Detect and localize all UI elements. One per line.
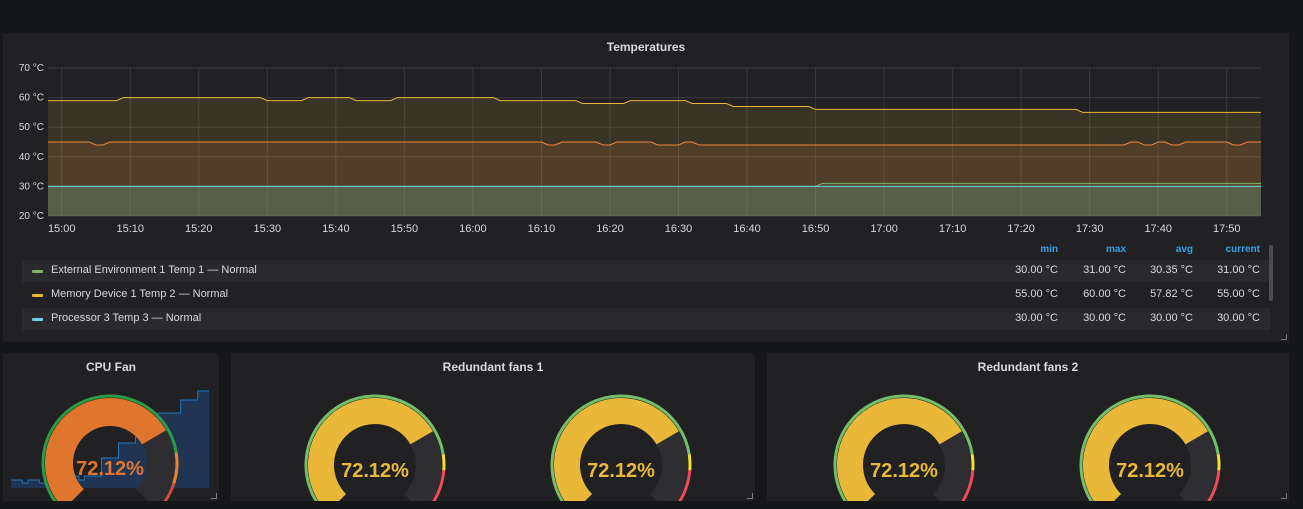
series-line <box>48 141 1261 146</box>
redundant-fans-1-panel: Redundant fans 1 72.12% 72.12% <box>231 353 755 501</box>
gauge-value-label: 72.12% <box>76 458 144 480</box>
panel-title[interactable]: Redundant fans 1 <box>442 360 544 374</box>
redundant-fans-2-panel: Redundant fans 2 72.12% 72.12% <box>767 353 1289 501</box>
panel-title[interactable]: Redundant fans 2 <box>977 360 1079 374</box>
legend-series-name[interactable]: External Environment 1 Temp 1 — Normal <box>51 264 257 276</box>
gauge-threshold-arc <box>833 394 974 501</box>
y-tick-label: 20 °C <box>19 211 44 222</box>
legend-row[interactable]: Memory Device 1 Temp 2 — Normal 55.00 °C… <box>22 284 1270 306</box>
x-tick-label: 17:10 <box>939 223 967 235</box>
gauge-threshold-arc <box>41 394 178 501</box>
x-tick-label: 17:50 <box>1213 223 1241 235</box>
gauge-threshold-arc <box>678 470 692 501</box>
x-tick-label: 16:00 <box>459 223 487 235</box>
cpu-fan-gauge: 72.12% <box>11 390 209 501</box>
legend-min-value: 30.00 °C <box>1015 264 1058 276</box>
sparkline-line <box>11 390 209 484</box>
x-tick-label: 15:10 <box>116 223 144 235</box>
resize-handle-icon[interactable] <box>211 493 217 499</box>
y-tick-label: 50 °C <box>19 122 44 133</box>
legend-avg-value: 30.00 °C <box>1150 312 1193 324</box>
gauge-threshold-arc <box>970 453 975 471</box>
legend-avg-value: 30.35 °C <box>1150 264 1193 276</box>
gauge-threshold-arc <box>441 453 446 471</box>
gauge-threshold-arc <box>432 470 446 501</box>
cpu-fan-panel: CPU Fan 72.12% <box>3 353 219 501</box>
resize-handle-icon[interactable] <box>747 493 753 499</box>
x-tick-label: 17:20 <box>1007 223 1035 235</box>
gauge-value-arc <box>836 397 962 501</box>
gauge-value-label: 72.12% <box>1116 460 1184 482</box>
y-tick-label: 40 °C <box>19 152 44 163</box>
x-tick-label: 16:30 <box>665 223 693 235</box>
legend-avg-value: 57.82 °C <box>1150 288 1193 300</box>
legend-row[interactable]: Processor 3 Temp 3 — Normal 30.00 °C 30.… <box>22 308 1270 330</box>
legend-min-value: 55.00 °C <box>1015 288 1058 300</box>
series-area <box>48 186 1261 216</box>
legend-scrollbar[interactable] <box>1269 245 1273 301</box>
series-color-swatch[interactable] <box>32 270 43 273</box>
gauge-threshold-arc <box>1079 394 1220 501</box>
redundant-fans-2-gauges: 72.12% 72.12% <box>833 394 1221 501</box>
legend-header-current[interactable]: current <box>1225 244 1260 255</box>
legend-series-name[interactable]: Processor 3 Temp 3 — Normal <box>51 312 202 324</box>
x-tick-label: 15:20 <box>185 223 213 235</box>
legend-series-name[interactable]: Memory Device 1 Temp 2 — Normal <box>51 288 229 300</box>
gauge-value-label: 72.12% <box>587 460 655 482</box>
gauge-threshold-arc <box>961 470 975 501</box>
x-tick-label: 15:00 <box>48 223 76 235</box>
y-tick-label: 60 °C <box>19 93 44 104</box>
gauge-value-arc <box>307 397 433 501</box>
legend-current-value: 31.00 °C <box>1217 264 1260 276</box>
x-tick-label: 16:50 <box>802 223 830 235</box>
series-area <box>48 142 1261 216</box>
resize-handle-icon[interactable] <box>1281 493 1287 499</box>
y-tick-label: 70 °C <box>19 63 44 74</box>
gauge-threshold-arc <box>163 483 176 501</box>
legend-min-value: 30.00 °C <box>1015 312 1058 324</box>
x-tick-label: 17:30 <box>1076 223 1104 235</box>
temperatures-chart: 70 °C 60 °C 50 °C 40 °C 30 °C 20 °C 15:00 15:10… <box>19 63 1261 235</box>
gauge-value-arc <box>44 397 167 501</box>
redundant-fans-1-gauges: 72.12% 72.12% <box>304 394 692 501</box>
gauge-threshold-arc <box>1216 453 1221 471</box>
series-color-swatch[interactable] <box>32 318 43 321</box>
x-tick-label: 15:30 <box>254 223 282 235</box>
x-tick-label: 17:40 <box>1144 223 1172 235</box>
series-color-swatch[interactable] <box>32 294 43 297</box>
legend-current-value: 55.00 °C <box>1217 288 1260 300</box>
legend-max-value: 30.00 °C <box>1083 312 1126 324</box>
panel-title[interactable]: CPU Fan <box>85 360 136 374</box>
gauge-threshold-arc <box>172 452 179 485</box>
gauge-value-label: 72.12% <box>341 460 409 482</box>
legend-header-min[interactable]: min <box>1040 244 1058 255</box>
gauge-threshold-arc <box>304 394 445 501</box>
x-tick-label: 15:50 <box>391 223 419 235</box>
x-tick-label: 16:40 <box>733 223 761 235</box>
legend-header-avg[interactable]: avg <box>1175 244 1193 255</box>
gauge-threshold-arc <box>1207 470 1221 501</box>
legend-header-max[interactable]: max <box>1105 244 1126 255</box>
x-tick-label: 16:10 <box>528 223 556 235</box>
gauge-value-label: 72.12% <box>870 460 938 482</box>
legend-max-value: 31.00 °C <box>1083 264 1126 276</box>
series-area <box>48 183 1261 216</box>
y-tick-label: 30 °C <box>19 181 44 192</box>
temperatures-panel: Temperatures <box>3 33 1289 342</box>
x-tick-label: 15:40 <box>322 223 350 235</box>
legend-current-value: 30.00 °C <box>1217 312 1260 324</box>
gauge-value-arc <box>1082 397 1208 501</box>
legend-row[interactable]: External Environment 1 Temp 1 — Normal 3… <box>22 260 1270 282</box>
gauge-threshold-arc <box>550 394 691 501</box>
x-tick-label: 16:20 <box>596 223 624 235</box>
resize-handle-icon[interactable] <box>1281 334 1287 340</box>
x-tick-label: 17:00 <box>870 223 898 235</box>
series-line <box>48 97 1261 113</box>
gauge-value-arc <box>553 397 679 501</box>
legend-max-value: 60.00 °C <box>1083 288 1126 300</box>
gauge-threshold-arc <box>687 453 692 471</box>
panel-title[interactable]: Temperatures <box>606 40 686 54</box>
